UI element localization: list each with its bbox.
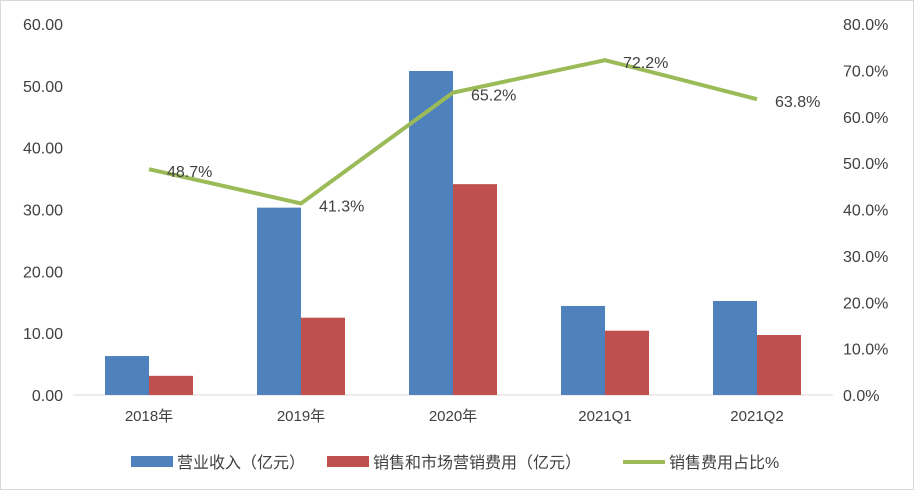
right-tick-label: 30.0% [843, 249, 888, 266]
bar-revenue [409, 70, 453, 395]
bar-revenue [713, 301, 757, 395]
legend-label: 销售费用占比% [669, 454, 779, 472]
left-tick-label: 20.00 [23, 264, 63, 281]
x-tick-label: 2021Q2 [730, 408, 783, 425]
legend-swatch [327, 456, 369, 467]
bar-marketing-expense [453, 184, 497, 395]
left-tick-label: 40.00 [23, 141, 63, 158]
bar-marketing-expense [757, 335, 801, 395]
left-tick-label: 50.00 [23, 79, 63, 96]
bar-marketing-expense [149, 375, 193, 395]
line-expense-ratio [148, 58, 758, 206]
right-tick-label: 40.0% [843, 203, 888, 220]
x-tick-label: 2021Q1 [578, 408, 631, 425]
legend-label: 营业收入（亿元） [177, 454, 305, 472]
bar-revenue [561, 305, 605, 395]
left-tick-label: 10.00 [23, 326, 63, 343]
left-tick-label: 30.00 [23, 203, 63, 220]
right-tick-label: 20.0% [843, 295, 888, 312]
left-tick-label: 60.00 [23, 17, 63, 34]
right-tick-label: 70.0% [843, 63, 888, 80]
right-tick-label: 80.0% [843, 17, 888, 34]
bar-revenue [105, 356, 149, 395]
bar-marketing-expense [605, 330, 649, 395]
bar-revenue [257, 207, 301, 395]
right-tick-label: 60.0% [843, 110, 888, 127]
right-tick-label: 0.0% [843, 388, 879, 405]
data-label: 63.8% [775, 94, 820, 111]
x-tick-label: 2018年 [125, 408, 173, 425]
data-label: 72.2% [623, 55, 668, 72]
data-label: 65.2% [471, 88, 516, 105]
left-tick-label: 0.00 [32, 388, 63, 405]
right-tick-label: 10.0% [843, 342, 888, 359]
data-label: 48.7% [167, 164, 212, 181]
x-tick-label: 2020年 [429, 408, 477, 425]
bar-marketing-expense [301, 317, 345, 395]
x-tick-label: 2019年 [277, 408, 325, 425]
data-label: 41.3% [319, 198, 364, 215]
legend-label: 销售和市场营销费用（亿元） [373, 454, 581, 472]
right-tick-label: 50.0% [843, 156, 888, 173]
legend-swatch [131, 456, 173, 467]
